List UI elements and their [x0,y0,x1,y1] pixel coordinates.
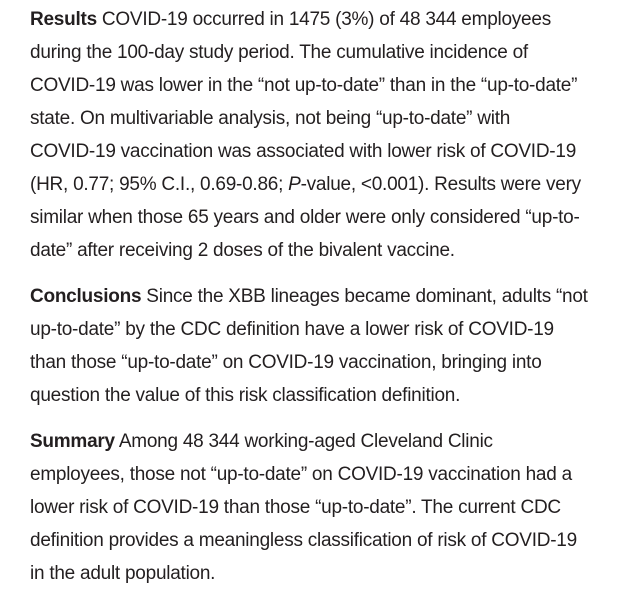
paragraph-results: Results COVID-19 occurred in 1475 (3%) o… [30,9,581,261]
section-label: Summary [30,431,115,452]
abstract-paragraphs: Results COVID-19 occurred in 1475 (3%) o… [30,3,612,590]
paragraph-conclusions: Conclusions Since the XBB lineages becam… [30,286,588,406]
section-label: Results [30,9,97,30]
italic-text: P [288,174,301,195]
paragraph-summary: Summary Among 48 344 working-aged Clevel… [30,431,577,584]
section-label: Conclusions [30,286,142,307]
